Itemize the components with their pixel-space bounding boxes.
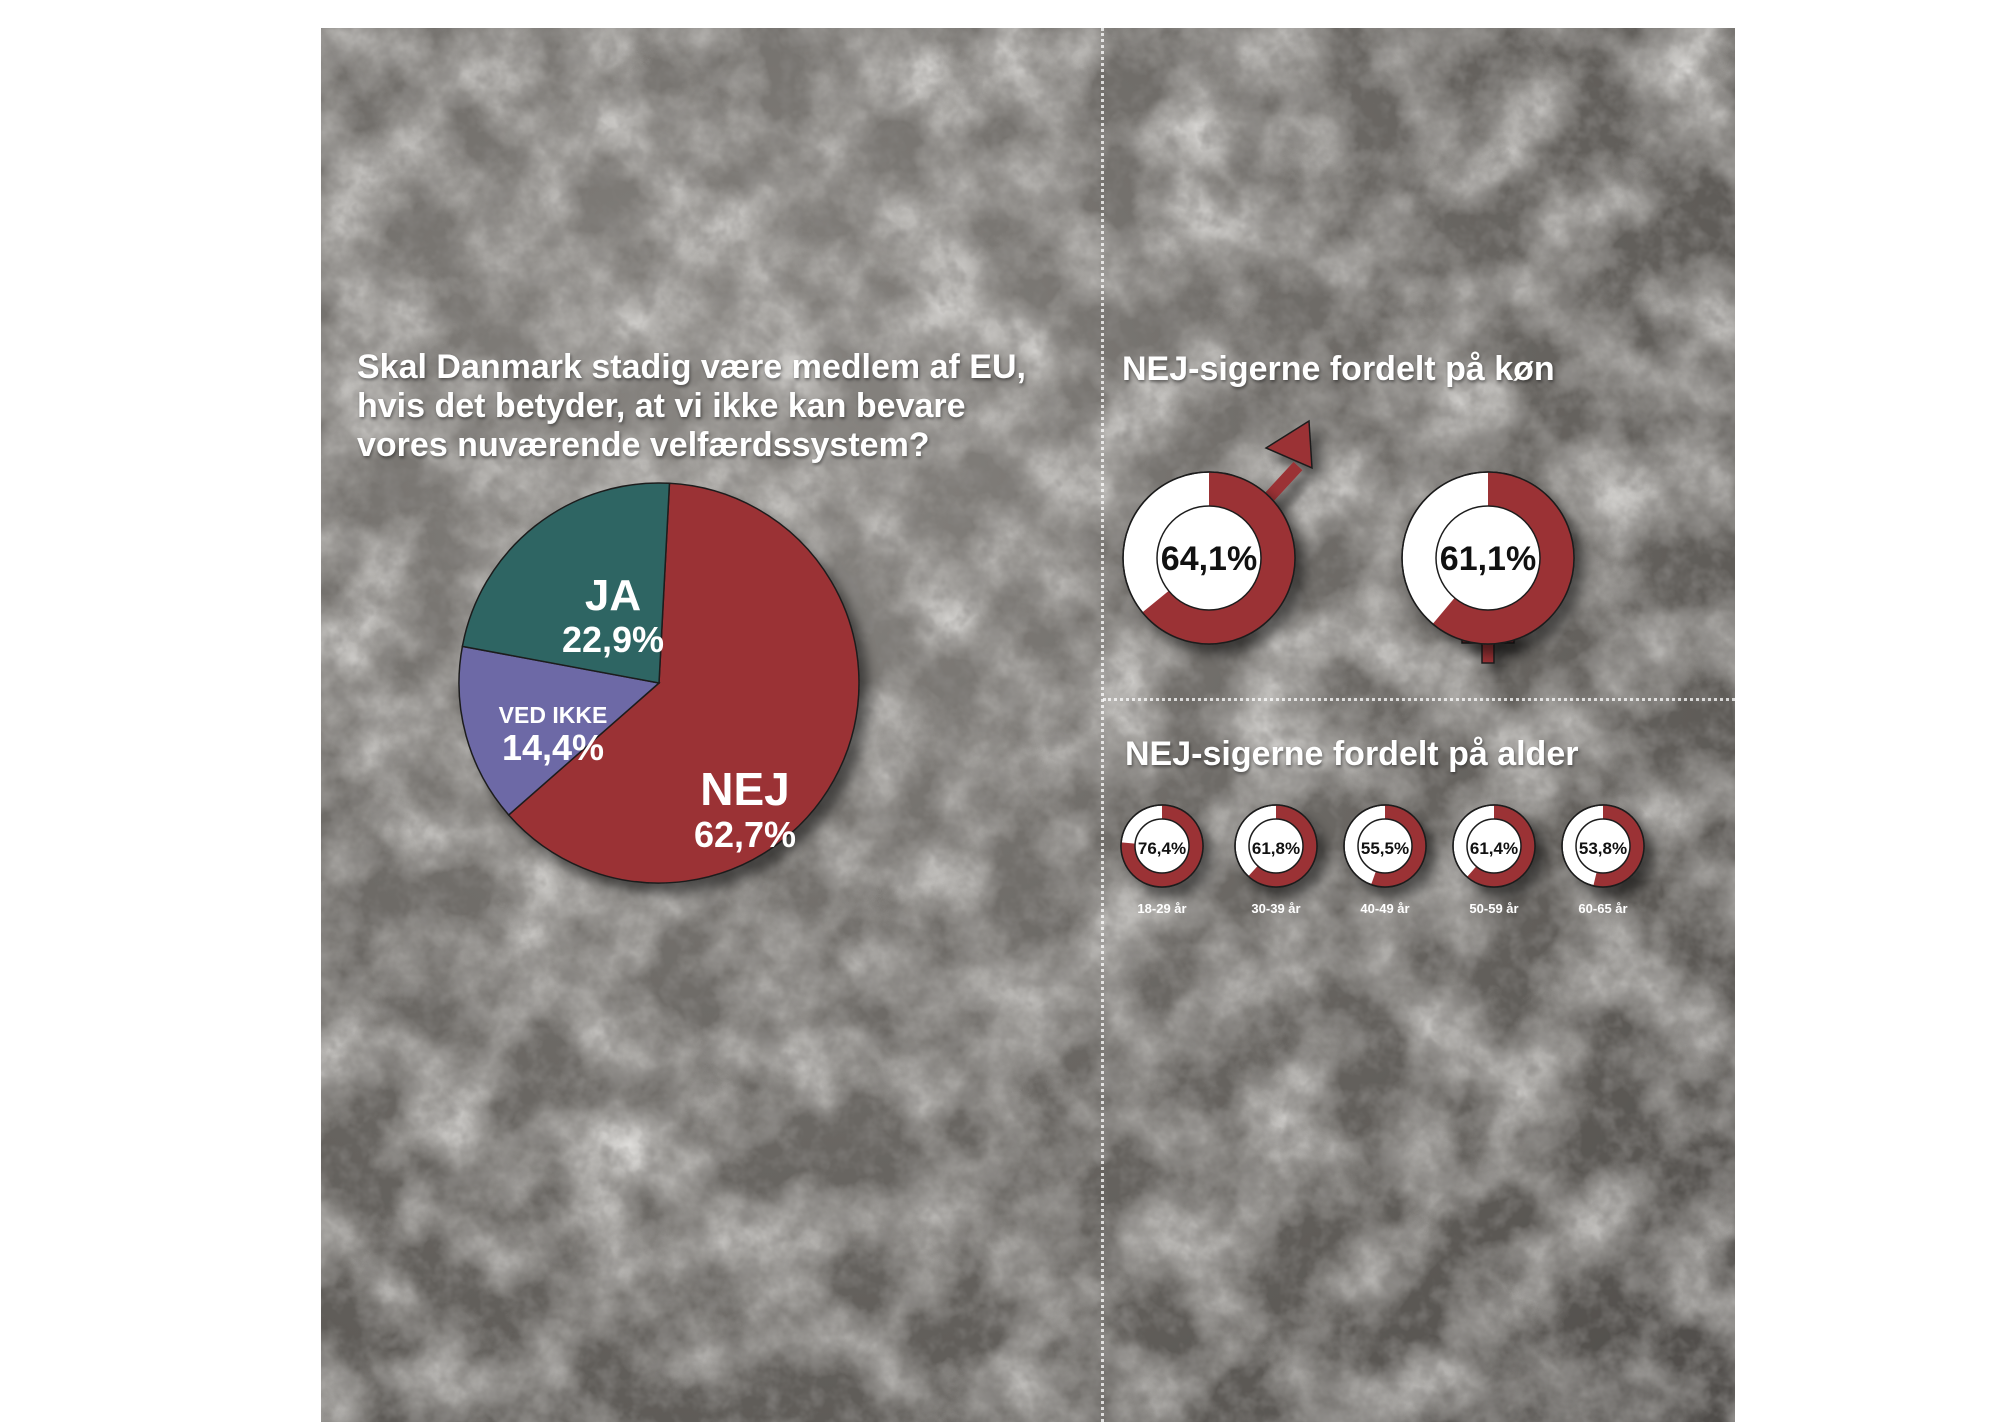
pie-label-nej: NEJ <box>700 763 789 815</box>
gender-value-female: 61,1% <box>1440 540 1536 578</box>
charts-layer: JA 22,9% VED IKKE 14,4% NEJ 62,7% 64,1% … <box>458 419 1645 916</box>
age-labels: 18-29 år 30-39 år 40-49 år 50-59 år 60-6… <box>1137 901 1627 916</box>
gender-ring-female-hole <box>1435 505 1541 611</box>
main-question-line-1: Skal Danmark stadig være medlem af EU, <box>357 348 1026 386</box>
gender-value-male: 64,1% <box>1161 540 1257 578</box>
age-value-1: 61,8% <box>1252 839 1300 858</box>
vertical-dotted-divider <box>1101 28 1104 1422</box>
gender-ring-female <box>1401 471 1575 645</box>
age-value-0: 76,4% <box>1138 839 1186 858</box>
age-label-3: 50-59 år <box>1469 901 1518 916</box>
age-ring-0 <box>1120 804 1204 888</box>
age-ring-1 <box>1234 804 1318 888</box>
age-ring-0-hole <box>1134 818 1190 874</box>
gender-donut-charts <box>1122 471 1575 645</box>
pie-slice-ja <box>461 482 671 684</box>
main-question-line-2: hvis det betyder, at vi ikke kan bevare <box>357 387 966 425</box>
gender-section-title: NEJ-sigerne fordelt på køn <box>1122 350 1555 388</box>
age-ring-3-arc <box>1467 805 1535 887</box>
age-ring-3-outline <box>1452 804 1536 888</box>
pie-slice-nej <box>507 482 860 884</box>
pie-label-ved-ikke: VED IKKE <box>499 702 608 728</box>
age-value-2: 55,5% <box>1361 839 1409 858</box>
pie-value-ved-ikke: 14,4% <box>502 727 604 768</box>
age-ring-3-hole <box>1466 818 1522 874</box>
age-donut-charts <box>1120 804 1645 888</box>
concrete-texture-background <box>321 28 1735 1422</box>
pie-value-nej: 62,7% <box>694 814 796 855</box>
age-label-2: 40-49 år <box>1360 901 1409 916</box>
age-value-4: 53,8% <box>1579 839 1627 858</box>
pie-slice-ved-ikke <box>458 645 661 817</box>
age-ring-1-hole <box>1248 818 1304 874</box>
pie-value-ja: 22,9% <box>562 619 664 660</box>
age-ring-2-hole <box>1357 818 1413 874</box>
age-ring-0-outline <box>1120 804 1204 888</box>
age-label-0: 18-29 år <box>1137 901 1186 916</box>
gender-ring-male-outline <box>1122 471 1296 645</box>
age-ring-4 <box>1561 804 1645 888</box>
age-ring-4-hole <box>1575 818 1631 874</box>
age-ring-4-outline <box>1561 804 1645 888</box>
infographic-panel: Skal Danmark stadig være medlem af EU, h… <box>321 28 1735 1422</box>
age-values: 76,4% 61,8% 55,5% 61,4% 53,8% <box>1138 839 1627 858</box>
age-label-1: 30-39 år <box>1251 901 1300 916</box>
pie-label-ja: JA <box>585 571 641 620</box>
age-ring-2-arc <box>1371 805 1426 887</box>
main-question-title: Skal Danmark stadig være medlem af EU, h… <box>357 348 1117 465</box>
age-section-title: NEJ-sigerne fordelt på alder <box>1125 735 1579 773</box>
gender-ring-male-arc <box>1142 472 1295 644</box>
age-ring-2 <box>1343 804 1427 888</box>
main-pie-chart <box>458 482 860 884</box>
age-label-4: 60-65 år <box>1578 901 1627 916</box>
age-ring-2-outline <box>1343 804 1427 888</box>
age-ring-3 <box>1452 804 1536 888</box>
age-value-3: 61,4% <box>1470 839 1518 858</box>
male-symbol-icon <box>1256 419 1313 511</box>
main-question-line-3: vores nuværende velfærdssystem? <box>357 426 930 464</box>
horizontal-dotted-divider <box>1103 698 1735 701</box>
gender-ring-female-arc <box>1432 472 1574 644</box>
age-ring-1-outline <box>1234 804 1318 888</box>
gender-ring-female-outline <box>1401 471 1575 645</box>
gender-ring-male <box>1122 471 1296 645</box>
gender-ring-male-hole <box>1156 505 1262 611</box>
age-ring-1-arc <box>1248 805 1317 887</box>
age-ring-0-arc <box>1121 805 1203 887</box>
age-ring-4-arc <box>1593 805 1644 887</box>
main-pie-labels: JA 22,9% VED IKKE 14,4% NEJ 62,7% <box>499 571 796 855</box>
